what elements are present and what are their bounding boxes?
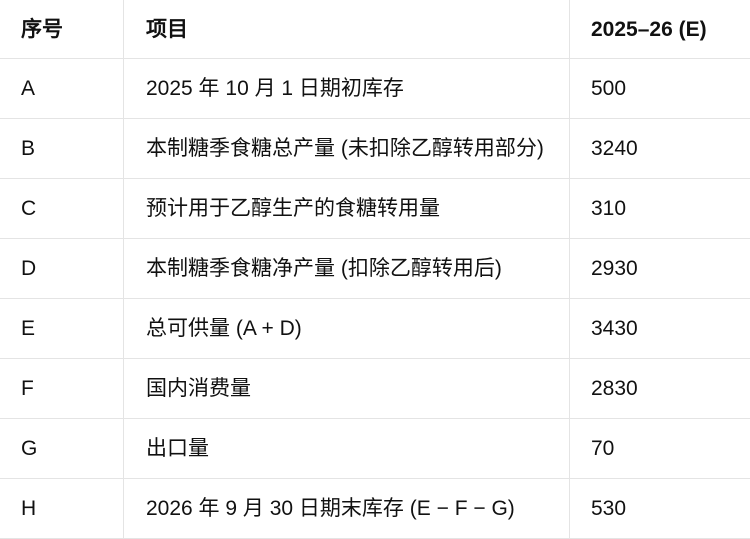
serial-cell: F	[21, 377, 34, 400]
value-cell: 500	[591, 77, 627, 100]
item-cell: 预计用于乙醇生产的食糖转用量	[123, 179, 570, 238]
serial-cell: E	[21, 317, 36, 340]
table-row: C 预计用于乙醇生产的食糖转用量 310	[0, 179, 750, 239]
table-row: E 总可供量 (A + D) 3430	[0, 299, 750, 359]
item-cell: 出口量	[123, 419, 570, 478]
item-cell: 国内消费量	[123, 359, 570, 418]
item-cell: 2026 年 9 月 30 日期末库存 (E − F − G)	[123, 479, 570, 538]
serial-cell: C	[21, 197, 37, 220]
item-cell: 本制糖季食糖净产量 (扣除乙醇转用后)	[123, 239, 570, 298]
value-cell: 310	[591, 197, 627, 220]
table-row: G 出口量 70	[0, 419, 750, 479]
table-row: D 本制糖季食糖净产量 (扣除乙醇转用后) 2930	[0, 239, 750, 299]
value-cell: 2830	[591, 377, 638, 400]
table-row: H 2026 年 9 月 30 日期末库存 (E − F − G) 530	[0, 479, 750, 539]
value-cell: 3240	[591, 137, 638, 160]
table-header-row: 序号 项目 2025–26 (E)	[0, 0, 750, 59]
table-row: B 本制糖季食糖总产量 (未扣除乙醇转用部分) 3240	[0, 119, 750, 179]
item-cell: 2025 年 10 月 1 日期初库存	[123, 59, 570, 118]
serial-cell: D	[21, 257, 37, 280]
serial-cell: H	[21, 497, 37, 520]
header-season-2025-26: 2025–26 (E)	[591, 17, 707, 41]
header-serial: 序号	[21, 17, 63, 41]
header-item: 项目	[123, 0, 570, 58]
value-cell: 3430	[591, 317, 638, 340]
value-cell: 2930	[591, 257, 638, 280]
value-cell: 530	[591, 497, 627, 520]
item-cell: 本制糖季食糖总产量 (未扣除乙醇转用部分)	[123, 119, 570, 178]
table-row: A 2025 年 10 月 1 日期初库存 500	[0, 59, 750, 119]
serial-cell: A	[21, 77, 36, 100]
serial-cell: B	[21, 137, 36, 160]
value-cell: 70	[591, 437, 615, 460]
serial-cell: G	[21, 437, 38, 460]
item-cell: 总可供量 (A + D)	[123, 299, 570, 358]
table-row: F 国内消费量 2830	[0, 359, 750, 419]
